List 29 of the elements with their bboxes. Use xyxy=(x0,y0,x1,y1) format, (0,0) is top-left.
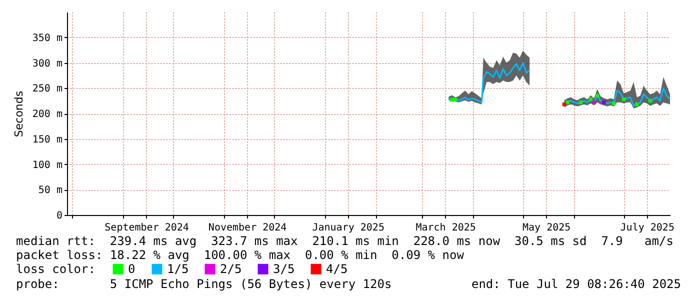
point xyxy=(635,102,639,106)
point xyxy=(592,100,596,104)
x-tick-label: January 2025 xyxy=(312,222,384,234)
text: end: Tue Jul 29 08:26:40 2025 xyxy=(471,277,681,291)
text: probe: 5 ICMP Echo Pings (56 Bytes) every 120s xyxy=(16,277,392,291)
y-tick-label: 200 m xyxy=(32,109,62,120)
y-tick-label: 150 m xyxy=(32,134,62,146)
legend-label: 4/5 xyxy=(326,262,348,276)
legend-label: 3/5 xyxy=(273,262,295,276)
x-tick-label: May 2025 xyxy=(522,222,571,234)
legend-title: loss color: xyxy=(16,262,96,276)
y-axis-title: Seconds xyxy=(12,90,26,138)
point xyxy=(602,100,606,104)
legend-label: 2/5 xyxy=(220,262,242,276)
legend-label: 1/5 xyxy=(167,262,189,276)
text: packet loss: 18.22 % avg 100.00 % max 0.00 % min 0.09 % now xyxy=(16,248,464,262)
y-tick-label: 0 xyxy=(56,210,62,222)
y-tick-label: 100 m xyxy=(32,160,62,171)
y-tick-label: 250 m xyxy=(32,84,62,95)
y-tick-label: 300 m xyxy=(32,58,62,70)
x-tick-label: November 2024 xyxy=(208,222,287,234)
y-tick-label: 50 m xyxy=(38,185,62,196)
x-tick-label: March 2025 xyxy=(416,222,476,234)
legend-label: 0 xyxy=(128,262,136,276)
y-tick-label: 350 m xyxy=(32,32,62,44)
x-tick-label: September 2024 xyxy=(104,222,189,234)
point xyxy=(566,100,570,104)
text: median rtt: 239.4 ms avg 323.7 ms max 210.1 ms min 228.0 ms now 30.5 ms sd 7.9 am/s xyxy=(16,234,674,248)
x-tick-label: July 2025 xyxy=(620,222,674,234)
